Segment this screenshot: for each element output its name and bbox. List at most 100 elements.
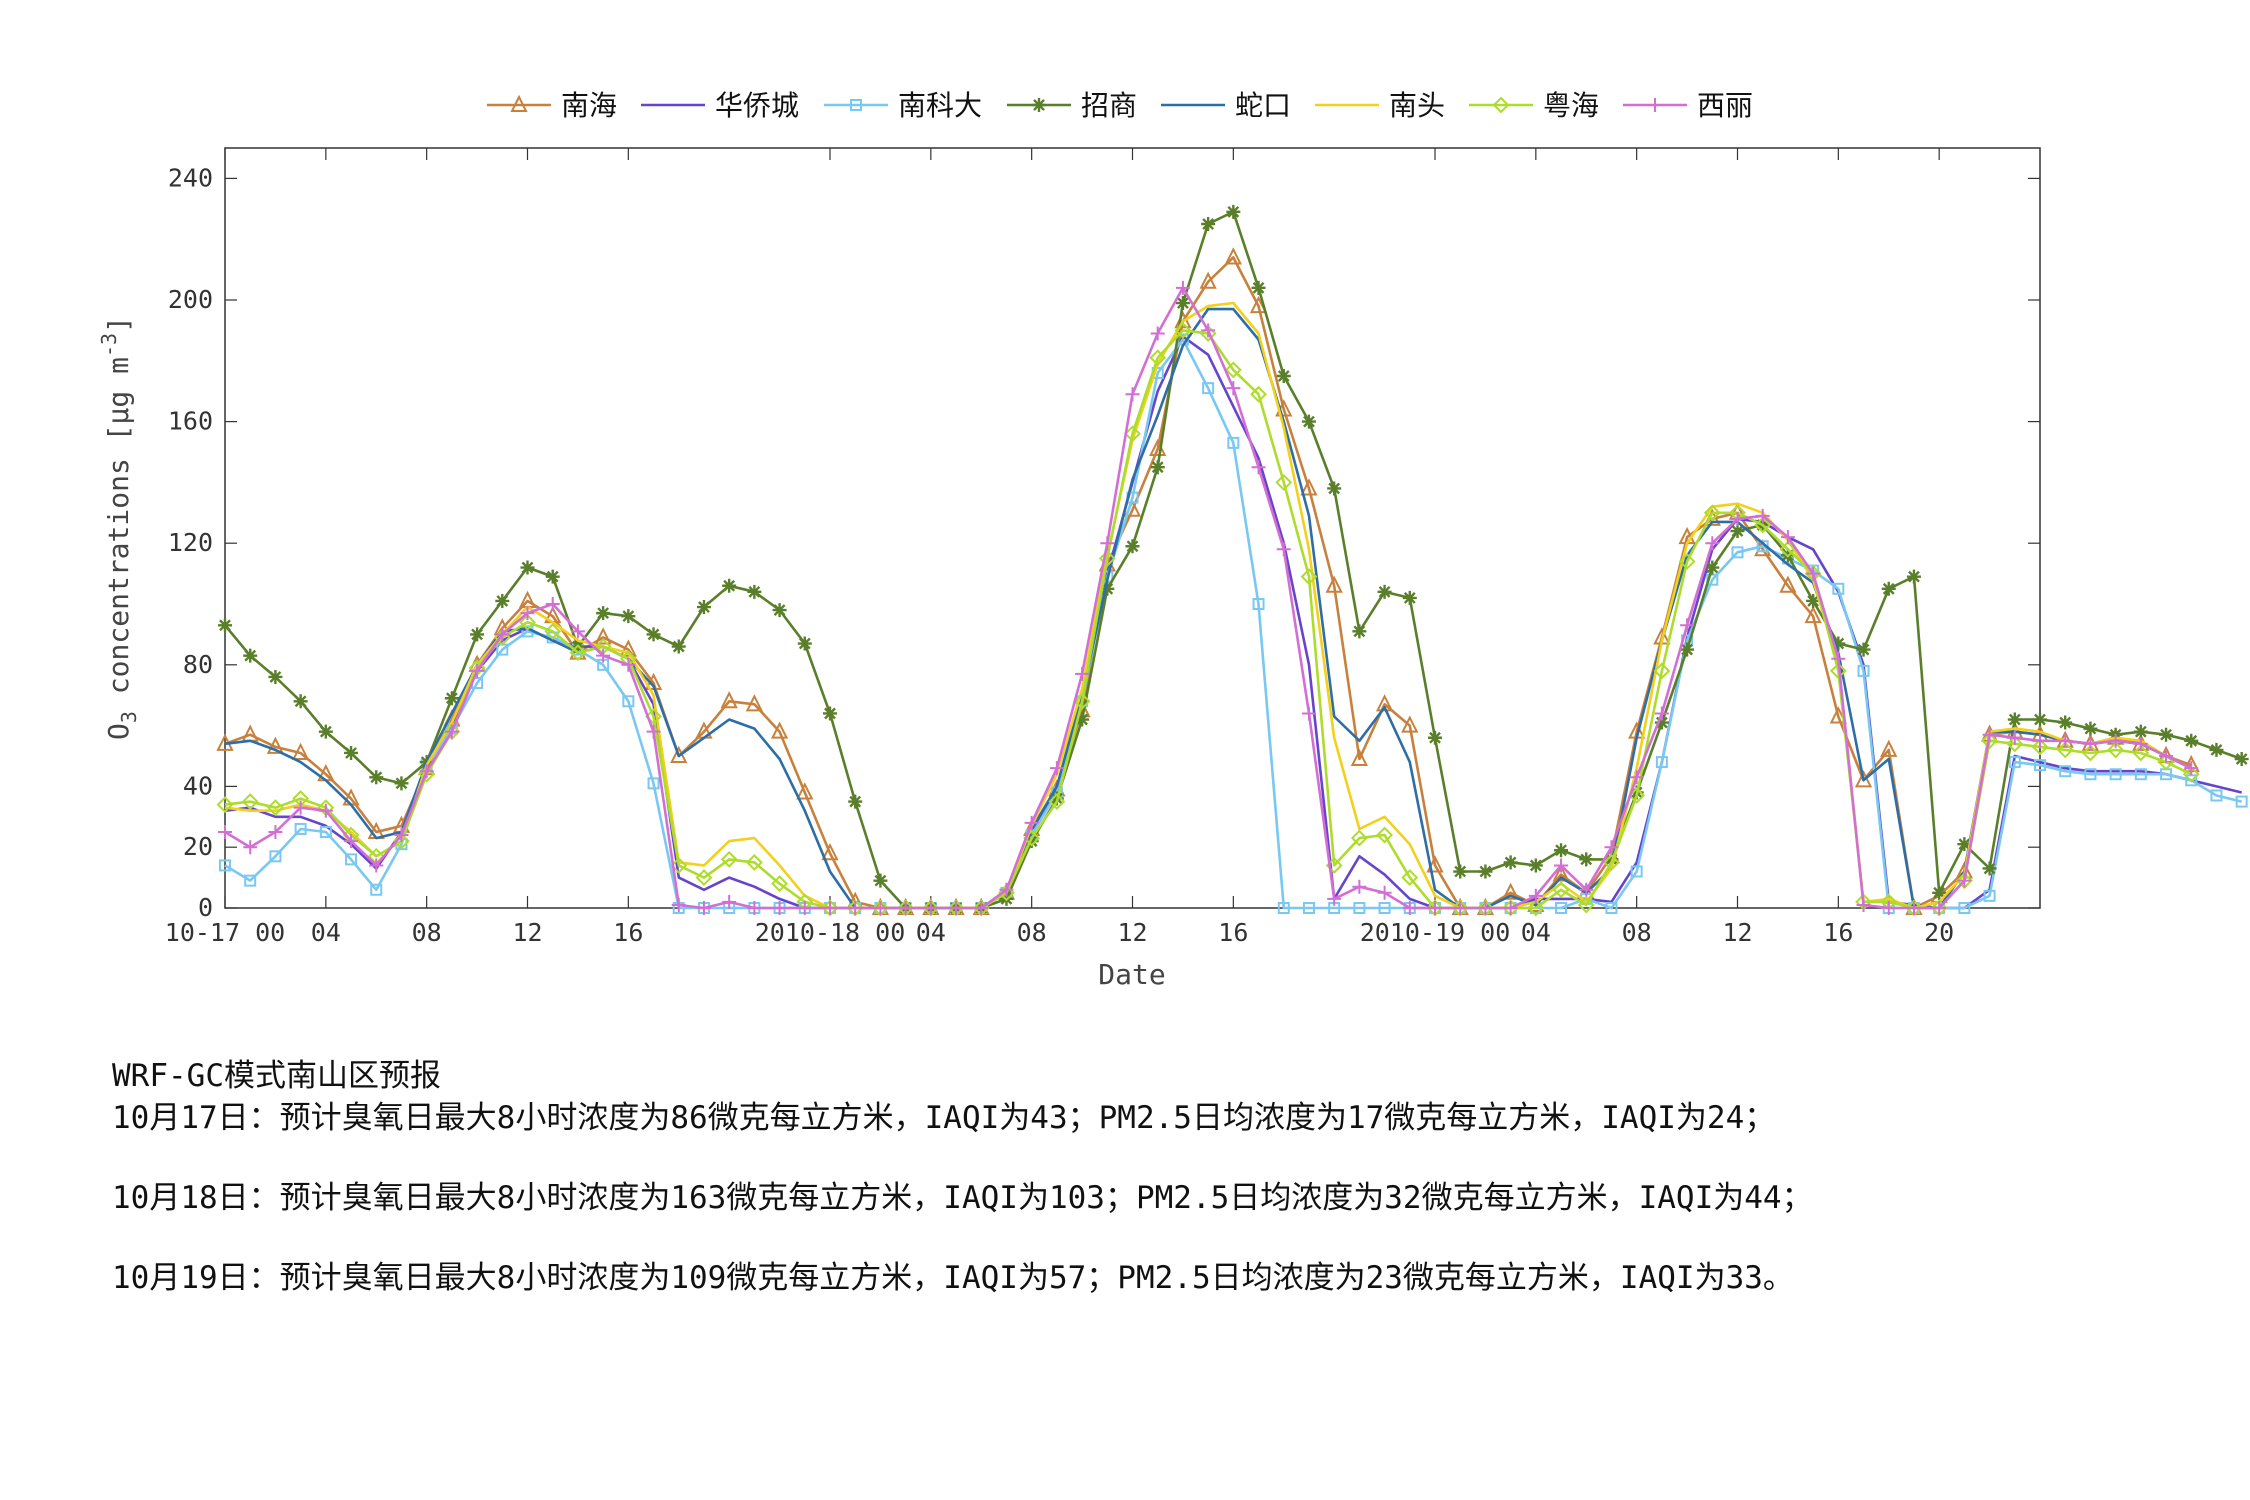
data-point <box>2157 753 2175 771</box>
data-point <box>1780 530 1795 545</box>
data-point <box>1605 902 1618 914</box>
data-point <box>1125 387 1140 402</box>
x-axis-title: Date <box>1098 958 1165 991</box>
legend-label: 招商 <box>1081 89 1137 122</box>
data-point <box>823 901 837 915</box>
data-point <box>219 859 231 872</box>
data-point <box>2109 768 2122 781</box>
data-point <box>1880 739 1898 757</box>
forecast-text: WRF-GC模式南山区预报 10月17日：预计臭氧日最大8小时浓度为86微克每立… <box>112 1055 2232 1299</box>
data-point <box>1378 902 1391 914</box>
data-point <box>1630 865 1643 878</box>
data-point <box>745 694 763 712</box>
data-point <box>444 691 459 706</box>
data-point <box>923 901 938 915</box>
data-point <box>2209 742 2224 757</box>
data-point <box>470 663 485 678</box>
data-point <box>1201 323 1216 338</box>
data-point <box>1276 369 1291 383</box>
data-point <box>495 627 510 642</box>
data-point <box>1377 885 1392 900</box>
data-point <box>999 882 1014 897</box>
data-point <box>1124 425 1141 443</box>
data-point <box>1300 568 1318 586</box>
data-point <box>1350 748 1368 767</box>
data-point <box>2084 768 2097 781</box>
data-point <box>292 742 310 760</box>
data-point <box>974 901 989 915</box>
data-point <box>1199 271 1217 289</box>
data-point <box>1829 662 1847 680</box>
data-point <box>747 584 762 599</box>
data-point <box>268 669 283 684</box>
data-point <box>1653 662 1671 680</box>
data-point <box>2159 727 2174 742</box>
data-point <box>747 901 762 915</box>
data-point <box>646 724 661 739</box>
data-point <box>293 800 308 815</box>
data-point <box>1829 706 1847 724</box>
data-point <box>1073 692 1091 710</box>
x-tick-label: 08 <box>412 918 442 947</box>
data-point <box>1492 96 1510 114</box>
data-point <box>1982 861 1997 876</box>
legend-label: 粤海 <box>1543 89 1599 122</box>
data-point <box>243 648 258 663</box>
data-point <box>545 569 560 584</box>
data-point <box>1402 901 1417 915</box>
data-point <box>243 840 258 855</box>
y-tick-label: 40 <box>183 771 213 800</box>
data-point <box>1428 730 1442 745</box>
data-point <box>722 578 737 593</box>
data-point <box>216 796 234 814</box>
y-tick-label: 240 <box>168 163 213 192</box>
data-point <box>1175 280 1190 295</box>
data-point <box>1552 881 1570 899</box>
data-point <box>1226 204 1241 219</box>
data-point <box>2006 735 2024 753</box>
y-tick-label: 80 <box>183 650 213 679</box>
x-tick-label: 10-17 00 <box>165 918 285 947</box>
data-point <box>2185 774 2198 787</box>
data-point <box>1705 536 1720 551</box>
data-point <box>1804 605 1822 624</box>
data-point <box>1856 642 1871 657</box>
data-point <box>1075 712 1090 727</box>
data-point <box>369 858 384 873</box>
forecast-line-1017: 10月17日：预计臭氧日最大8小时浓度为86微克每立方米，IAQI为43；PM2… <box>112 1100 1776 1136</box>
data-point <box>2083 736 2098 751</box>
data-point <box>1554 843 1569 858</box>
data-point <box>622 695 635 708</box>
data-point <box>2056 741 2074 759</box>
data-point <box>898 901 913 915</box>
data-point <box>2108 733 2123 748</box>
data-point <box>1958 902 1971 914</box>
data-point <box>1779 575 1797 593</box>
data-point <box>269 850 282 863</box>
data-point <box>1376 826 1393 844</box>
data-point <box>2184 733 2199 748</box>
x-tick-label: 12 <box>1117 918 1147 947</box>
data-point <box>1100 581 1115 596</box>
data-point <box>2007 712 2022 727</box>
data-point <box>1251 280 1266 295</box>
data-point <box>1854 770 1873 788</box>
data-point <box>695 869 713 887</box>
data-point <box>1678 553 1696 570</box>
data-point <box>696 901 711 915</box>
x-tick-label: 20 <box>1924 918 1954 947</box>
legend-label: 华侨城 <box>715 89 799 122</box>
data-point <box>596 606 611 621</box>
data-point <box>647 777 660 790</box>
data-point <box>771 875 788 893</box>
data-point <box>520 606 535 621</box>
data-point <box>671 639 686 654</box>
data-point <box>1932 885 1947 900</box>
data-point <box>949 901 964 915</box>
data-point <box>1982 727 1997 742</box>
data-point <box>2159 749 2174 763</box>
data-point <box>318 803 333 818</box>
data-point <box>2008 756 2021 769</box>
data-point <box>519 613 536 631</box>
x-tick-label: 2010-18 00 <box>755 918 906 947</box>
